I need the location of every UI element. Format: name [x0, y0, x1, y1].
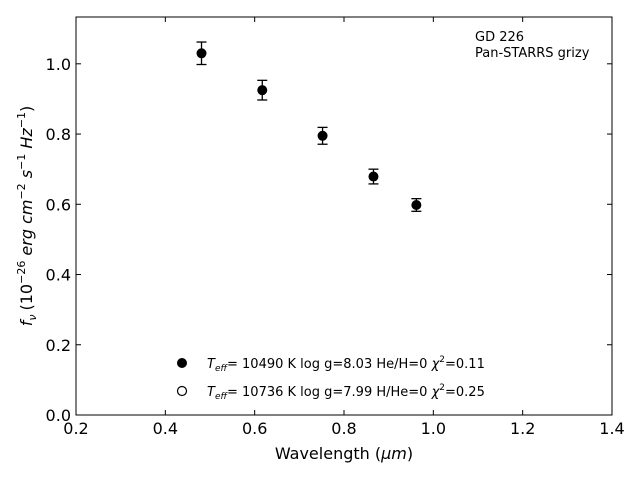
- y-tick-label: 0.8: [46, 125, 71, 144]
- tick-labels: 0.2 0.4 0.6 0.8 1.0 1.2 1.40.00.20.40.60.81.0: [46, 55, 625, 438]
- ticks: [75, 17, 613, 416]
- x-tick-label: 1.4: [599, 419, 624, 438]
- data-point: [368, 171, 379, 182]
- x-tick-label: 0.2: [63, 419, 88, 438]
- x-tick-label: 1.0: [421, 419, 446, 438]
- y-tick-label: 0.6: [46, 195, 71, 214]
- x-tick-label: 0.6: [242, 419, 267, 438]
- data-point: [257, 85, 268, 96]
- y-axis-label: fν(10−26 erg cm−2 s−1 Hz−1): [15, 106, 39, 327]
- legend-marker-open: [176, 385, 188, 397]
- x-axis-label: Wavelength (μm): [275, 444, 413, 463]
- legend-entry-1: Teff= 10490 K log g=8.03 He/H=0 χ2=0.11: [207, 355, 485, 374]
- x-tick-label: 0.8: [331, 419, 356, 438]
- y-tick-label: 0.2: [46, 336, 71, 355]
- legend-entry-2: Teff= 10736 K log g=7.99 H/He=0 χ2=0.25: [207, 383, 485, 402]
- x-tick-label: 0.4: [153, 419, 178, 438]
- data-point: [411, 199, 422, 210]
- y-tick-label: 0.4: [46, 266, 71, 285]
- x-tick-label: 1.2: [510, 419, 535, 438]
- y-tick-label: 1.0: [46, 55, 71, 74]
- data-point: [196, 48, 207, 59]
- annotation-line-2: Pan-STARRS grizy: [475, 46, 590, 61]
- y-tick-label: 0.0: [46, 406, 71, 425]
- legend: Teff= 10490 K log g=8.03 He/H=0 χ2=0.11 …: [176, 355, 485, 402]
- annotation-line-1: GD 226: [475, 30, 524, 45]
- data-point: [317, 130, 328, 141]
- legend-marker-filled: [177, 358, 187, 368]
- data-points: [196, 41, 422, 212]
